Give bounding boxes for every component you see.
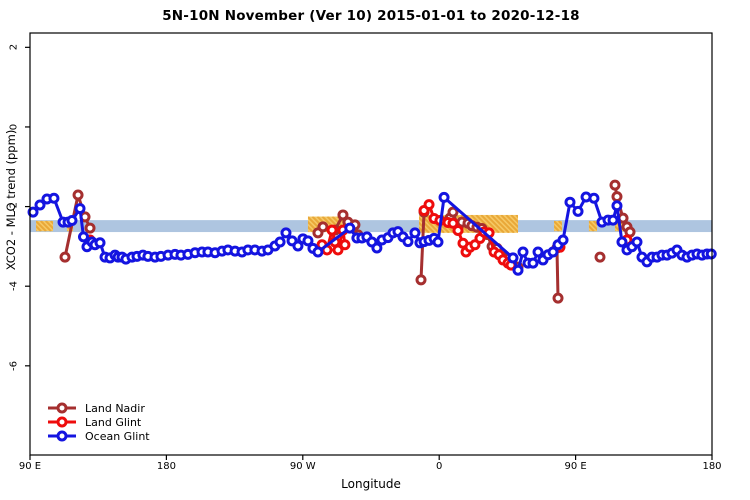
ocean-glint-point (27, 206, 39, 218)
land-nadir-point (609, 179, 621, 191)
ocean-glint-point (402, 236, 414, 248)
land-glint-symbol-icon (48, 416, 76, 428)
ocean-glint-symbol-icon (48, 430, 76, 442)
legend-item-land-glint: Land Glint (46, 415, 150, 429)
reference-band (30, 220, 712, 233)
x-tick-label: 180 (156, 461, 176, 472)
land-nadir-point (415, 274, 427, 286)
ocean-glint-point (564, 196, 576, 208)
ocean-glint-point (588, 192, 600, 204)
legend-label-land-nadir: Land Nadir (85, 401, 145, 415)
ocean-glint-point (292, 240, 304, 252)
legend: Land Nadir Land Glint Ocean Glint (46, 401, 150, 443)
ocean-glint-point (631, 236, 643, 248)
ocean-glint-series (27, 191, 717, 276)
ocean-glint-point (705, 248, 717, 260)
ocean-glint-point (532, 246, 544, 258)
ocean-glint-point (74, 203, 86, 215)
ocean-glint-point (48, 192, 60, 204)
land-nadir-point (552, 292, 564, 304)
ocean-glint-point (547, 246, 559, 258)
x-tick-label: 90 E (564, 461, 587, 472)
ocean-glint-point (280, 227, 292, 239)
land-nadir-point (594, 251, 606, 263)
ocean-glint-point (274, 236, 286, 248)
land-nadir-point (59, 251, 71, 263)
y-axis-label: XCO2 - MLO trend (ppm) (4, 129, 18, 271)
ocean-glint-point (312, 246, 324, 258)
land-nadir-point (72, 189, 84, 201)
land-glint-point (332, 244, 344, 256)
land-nadir-point (317, 221, 329, 233)
land-glint-point (423, 199, 435, 211)
ocean-glint-point (409, 227, 421, 239)
highlight-hatch (36, 220, 54, 232)
land-glint-point (452, 224, 464, 236)
highlight-hatch (588, 220, 597, 232)
ocean-glint-point (517, 246, 529, 258)
ocean-glint-point (344, 222, 356, 234)
chart-title: 5N-10N November (Ver 10) 2015-01-01 to 2… (162, 8, 580, 24)
ocean-glint-point (432, 236, 444, 248)
land-nadir-point (337, 209, 349, 221)
x-axis-label: Longitude (341, 477, 401, 491)
ocean-glint-point (616, 236, 628, 248)
ocean-glint-point (512, 264, 524, 276)
legend-item-land-nadir: Land Nadir (46, 401, 150, 415)
ocean-glint-point (572, 205, 584, 217)
x-tick-label: 180 (702, 461, 722, 472)
ocean-glint-point (557, 234, 569, 246)
ocean-glint-point (77, 231, 89, 243)
ocean-glint-point (94, 237, 106, 249)
ocean-glint-point (607, 214, 619, 226)
land-glint-point (326, 224, 338, 236)
y-tick-label: -4 (8, 281, 20, 292)
land-nadir-point (447, 206, 459, 218)
ocean-glint-point (611, 200, 623, 212)
x-tick-label: 0 (436, 461, 443, 472)
land-nadir-point (611, 191, 623, 203)
x-tick-label: 90 E (18, 461, 42, 472)
land-nadir-line (555, 247, 560, 299)
legend-label-ocean-glint: Ocean Glint (85, 429, 150, 443)
land-nadir-symbol-icon (48, 402, 76, 414)
y-tick-label: 2 (8, 44, 20, 51)
legend-item-ocean-glint: Ocean Glint (46, 429, 150, 443)
ocean-glint-point (66, 215, 78, 227)
x-tick-label: 90 W (289, 461, 316, 472)
ocean-glint-point (507, 252, 519, 264)
y-tick-label: -6 (8, 360, 20, 371)
ocean-glint-point (438, 191, 450, 203)
plot-frame (29, 32, 713, 456)
legend-label-land-glint: Land Glint (85, 415, 142, 429)
land-glint-point (339, 239, 351, 251)
ocean-glint-point (371, 242, 383, 254)
ocean-glint-point (302, 235, 314, 247)
ocean-glint-point (34, 199, 46, 211)
ocean-glint-point (527, 257, 539, 269)
highlight-hatch (554, 220, 562, 232)
land-glint-point (447, 217, 459, 229)
land-nadir-point (84, 222, 96, 234)
